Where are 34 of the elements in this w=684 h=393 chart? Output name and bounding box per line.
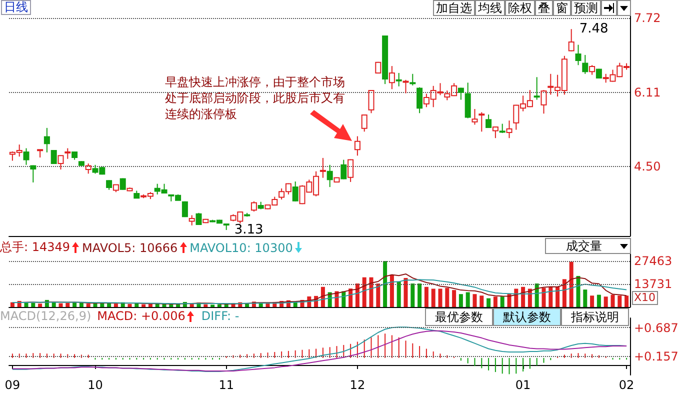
x-tick-label: 11 — [218, 378, 234, 392]
text: 总手: 14349 — [0, 239, 70, 256]
annotation: 指标说明 — [561, 308, 629, 326]
chart-title: 日线 — [1, 0, 31, 15]
annotation: MACD(12,26,9) — [0, 309, 92, 323]
x-tick-label: 10 — [88, 378, 103, 392]
x-tick-label: 09 — [4, 378, 20, 392]
annotation: DIFF: - — [201, 309, 240, 323]
y-tick-label: 13731 — [634, 276, 672, 291]
y-tick-label: 27463 — [634, 254, 672, 268]
annotation: 窗 — [553, 0, 571, 16]
annotation: 均线 — [475, 0, 505, 16]
y-tick-label: 7.72 — [634, 11, 661, 26]
annotation: 预测 — [571, 0, 601, 16]
text: 成交量 — [566, 239, 602, 253]
x-tick-label: 02 — [618, 378, 634, 392]
annotation: 早盘快速上冲涨停，由于整个市场处于底部启动阶段，此股后市又有连续的涨停板 — [165, 74, 346, 122]
annotation: 7.48 — [579, 22, 608, 37]
y-tick-label: +0.157 — [634, 349, 678, 364]
x-tick-label: 12 — [350, 378, 366, 392]
annotation: 3.13 — [234, 222, 264, 238]
y-tick-label: 6.11 — [634, 85, 661, 100]
y-tick-label: 4.50 — [634, 160, 661, 174]
annotation: 除权 — [505, 0, 535, 16]
text: MAVOL5: 10666 — [82, 240, 178, 254]
annotation: 默认参数 — [493, 308, 561, 326]
annotation: 加自选 — [433, 0, 475, 16]
x-tick-label: 01 — [515, 378, 531, 392]
annotation: 最优参数 — [425, 308, 493, 326]
y-tick-label: +0.687 — [634, 320, 678, 335]
annotation: MACD: +0.006 — [97, 309, 186, 323]
text: MAVOL10: 10300 — [190, 240, 293, 254]
text: X10 — [632, 291, 658, 305]
annotation: 叠 — [535, 0, 553, 16]
